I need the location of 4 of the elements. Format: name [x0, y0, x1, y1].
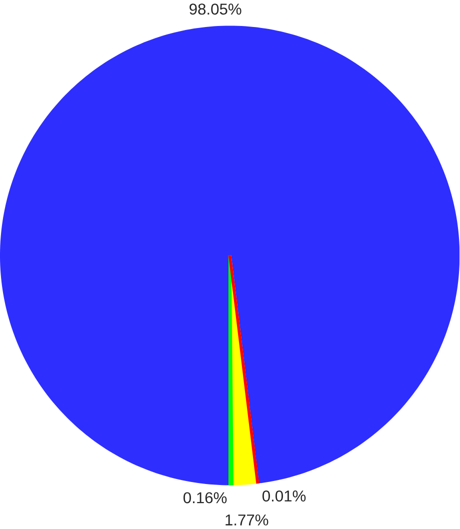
- data-label: 0.16%: [184, 492, 227, 504]
- data-label: 0.01%: [262, 490, 306, 502]
- data-label: 98.05%: [190, 4, 242, 15]
- data-label: 1.77%: [226, 514, 268, 526]
